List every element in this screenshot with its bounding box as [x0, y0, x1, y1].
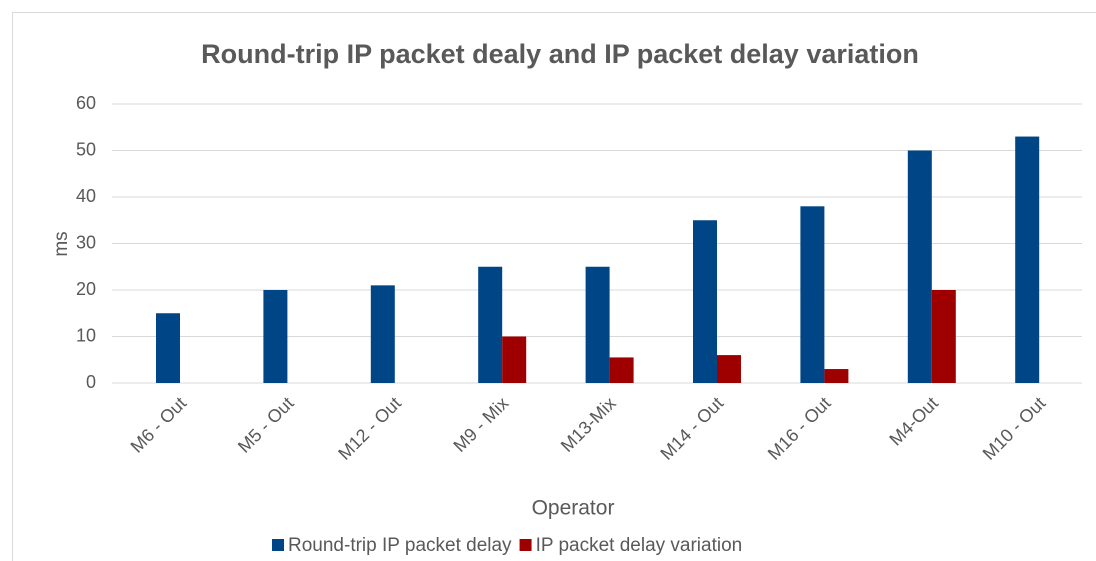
x-tick-label: M5 - Out: [234, 393, 298, 457]
legend-label: Round-trip IP packet delay: [288, 535, 512, 556]
y-tick-label: 50: [76, 139, 96, 159]
bar: [585, 266, 610, 383]
chart-title: Round-trip IP packet dealy and IP packet…: [201, 39, 919, 69]
chart-border: [12, 12, 1096, 561]
x-tick-label: M4-Out: [885, 393, 942, 450]
y-tick-label: 30: [76, 232, 96, 252]
x-tick-label: M13-Mix: [557, 393, 620, 456]
x-axis-label: Operator: [532, 497, 615, 520]
bar: [824, 369, 849, 383]
bar: [717, 355, 741, 383]
y-tick-label: 0: [86, 372, 96, 392]
legend-swatch: [519, 539, 532, 551]
x-tick-label: M12 - Out: [334, 393, 405, 464]
bar: [907, 150, 932, 383]
bar: [370, 285, 395, 383]
bar: [800, 206, 825, 383]
bar: [156, 313, 180, 383]
y-tick-label: 10: [76, 325, 96, 345]
bar: [502, 336, 527, 383]
legend-label: IP packet delay variation: [536, 535, 743, 556]
y-tick-label: 40: [76, 186, 96, 206]
bar: [478, 266, 503, 383]
x-tick-label: M6 - Out: [127, 393, 191, 457]
legend-swatch: [272, 539, 284, 551]
y-tick-label: 20: [76, 279, 96, 299]
bar: [609, 357, 634, 383]
x-tick-label: M9 - Mix: [449, 393, 512, 456]
x-tick-label: M14 - Out: [656, 393, 727, 464]
bar: [931, 290, 956, 383]
bar: [263, 290, 288, 383]
x-tick-label: M16 - Out: [764, 393, 835, 464]
bar: [693, 220, 717, 383]
y-tick-label: 60: [76, 93, 96, 113]
x-tick-label: M10 - Out: [979, 393, 1050, 464]
bar: [1015, 136, 1040, 383]
y-axis-label: ms: [51, 231, 72, 256]
